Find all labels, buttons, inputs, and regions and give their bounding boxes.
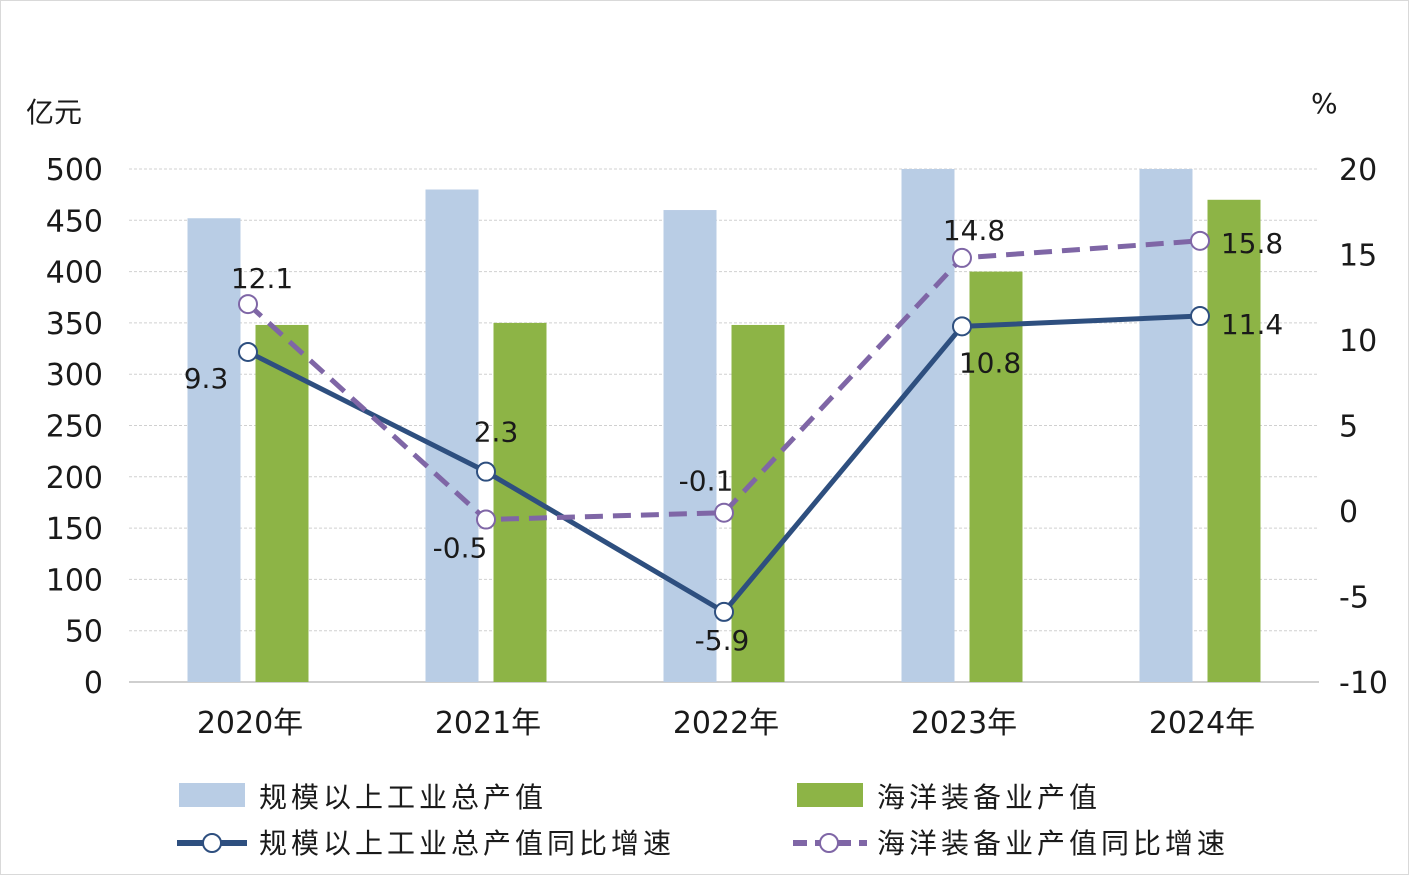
bar (1139, 169, 1193, 682)
line-point (952, 247, 972, 268)
data-label: 2.3 (474, 416, 519, 449)
y-left-tick-label: 50 (65, 615, 103, 650)
legend-marker-industrial-growth (202, 833, 222, 853)
data-label: 15.8 (1221, 227, 1283, 260)
bar (901, 169, 955, 682)
y-right-tick-label: 15 (1339, 239, 1377, 274)
data-label: 9.3 (184, 362, 229, 395)
line-point (714, 502, 734, 523)
y-left-tick-label: 400 (46, 256, 103, 291)
x-tick-label: 2024年 (1149, 706, 1255, 741)
y-left-unit: 亿元 (26, 96, 82, 129)
data-label: 14.8 (943, 214, 1005, 247)
line-point (1190, 230, 1210, 251)
bar (663, 210, 717, 683)
series-line (246, 238, 1201, 523)
y-left-tick-label: 250 (46, 410, 103, 445)
bar (255, 324, 309, 682)
legend-label-industrial-growth: 规模以上工业总产值同比增速 (259, 827, 675, 860)
y-left-tick-label: 450 (46, 204, 103, 239)
line-point (714, 601, 734, 622)
line-series (246, 238, 1201, 615)
y-right-tick-label: 20 (1339, 153, 1377, 188)
legend-label-marine-growth: 海洋装备业产值同比增速 (877, 827, 1229, 860)
legend-label-industrial-output: 规模以上工业总产值 (259, 781, 547, 814)
y-left-tick-label: 350 (46, 307, 103, 342)
y-right-unit: % (1311, 87, 1338, 120)
bar (425, 189, 479, 682)
legend-swatch-industrial-output (179, 783, 245, 807)
x-tick-label: 2023年 (911, 706, 1017, 741)
data-label: 12.1 (231, 262, 293, 295)
bar (731, 324, 785, 682)
line-point (1190, 306, 1210, 327)
y-left-tick-label: 500 (46, 153, 103, 188)
line-point (476, 509, 496, 530)
line-point (238, 294, 258, 315)
legend-swatch-marine-equipment (797, 783, 863, 807)
line-point (238, 341, 258, 362)
bar (1207, 199, 1261, 682)
y-right-tick-label: -5 (1339, 581, 1369, 616)
y-right-tick-label: 5 (1339, 410, 1358, 445)
x-tick-label: 2021年 (435, 706, 541, 741)
y-left-tick-label: 200 (46, 461, 103, 496)
data-label: -0.5 (433, 532, 488, 565)
y-left-tick-label: 100 (46, 563, 103, 598)
y-left-tick-label: 150 (46, 512, 103, 547)
bar-series (187, 169, 1261, 683)
bar (187, 218, 241, 683)
x-tick-label: 2022年 (673, 706, 779, 741)
bar (969, 271, 1023, 682)
line-point (476, 461, 496, 482)
data-label: 11.4 (1221, 308, 1283, 341)
legend-marker-marine-growth (819, 833, 839, 853)
gridlines (129, 168, 1319, 683)
data-labels: 9.3 2.3 -5.9 10.8 11.4 12.1 -0.5 -0.1 14.8 15.8 (184, 214, 1283, 657)
data-label: -0.1 (679, 465, 734, 498)
data-label: -5.9 (695, 624, 750, 657)
data-label: 10.8 (959, 346, 1021, 379)
x-tick-label: 2020年 (197, 706, 303, 741)
legend-label-marine-equipment: 海洋装备业产值 (877, 781, 1101, 814)
axes: 亿元 % 050100150200250300350400450500-10-5… (26, 87, 1388, 741)
y-right-tick-label: 0 (1339, 495, 1358, 530)
legend: 规模以上工业总产值 海洋装备业产值 规模以上工业总产值同比增速 海洋装备业产值同… (177, 781, 1229, 860)
line-points (238, 230, 1210, 622)
y-right-tick-label: 10 (1339, 324, 1377, 359)
y-left-tick-label: 300 (46, 358, 103, 393)
y-left-tick-label: 0 (84, 666, 103, 701)
y-right-tick-label: -10 (1339, 666, 1388, 701)
line-point (952, 316, 972, 337)
